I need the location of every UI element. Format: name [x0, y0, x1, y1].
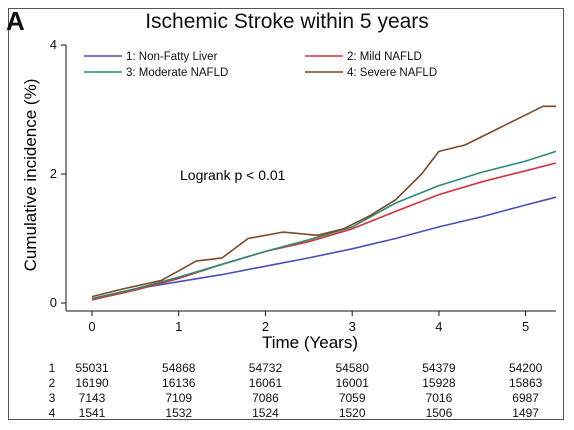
- risk-cell: 7109: [165, 391, 192, 405]
- risk-cell: 7059: [339, 391, 366, 405]
- risk-cell: 1497: [512, 406, 539, 420]
- risk-cell: 16001: [336, 376, 370, 390]
- risk-cell: 16061: [249, 376, 283, 390]
- x-tick-label: 2: [262, 319, 269, 334]
- risk-row-label: 4: [49, 406, 56, 420]
- risk-cell: 16190: [75, 376, 109, 390]
- series-line-4: [91, 105, 556, 298]
- risk-cell: 54868: [162, 361, 196, 375]
- risk-cell: 1524: [252, 406, 279, 420]
- risk-cell: 7016: [426, 391, 453, 405]
- risk-cell: 15928: [422, 376, 456, 390]
- risk-cell: 1506: [426, 406, 453, 420]
- risk-cell: 54379: [422, 361, 456, 375]
- legend-label-3: 3: Moderate NAFLD: [126, 67, 228, 79]
- risk-cell: 54732: [249, 361, 283, 375]
- chart-title: Ischemic Stroke within 5 years: [145, 10, 429, 33]
- risk-cell: 7086: [252, 391, 279, 405]
- risk-cell: 16136: [162, 376, 196, 390]
- series-line-1: [91, 196, 557, 301]
- risk-cell: 1520: [339, 406, 366, 420]
- x-tick-label: 4: [435, 319, 442, 334]
- y-tick-label: 2: [50, 166, 57, 181]
- series-line-3: [91, 150, 557, 300]
- x-axis-label: Time (Years): [262, 333, 358, 352]
- legend-label-2: 2: Mild NAFLD: [347, 51, 422, 63]
- risk-cell: 7143: [79, 391, 106, 405]
- risk-cell: 6987: [512, 391, 539, 405]
- figure-frame: [8, 8, 564, 420]
- risk-row-label: 2: [49, 376, 56, 390]
- risk-row-label: 1: [49, 361, 56, 375]
- risk-cell: 1532: [165, 406, 192, 420]
- logrank-annotation: Logrank p < 0.01: [180, 167, 286, 183]
- y-tick-label: 4: [50, 37, 57, 52]
- risk-cell: 54200: [509, 361, 543, 375]
- x-tick-label: 5: [522, 319, 529, 334]
- risk-row-label: 3: [49, 391, 56, 405]
- x-tick-label: 3: [349, 319, 356, 334]
- risk-cell: 55031: [75, 361, 109, 375]
- y-axis-label: Cumulative incidence (%): [21, 79, 40, 272]
- x-tick-label: 1: [175, 319, 182, 334]
- risk-cell: 15863: [509, 376, 543, 390]
- y-tick-label: 0: [50, 295, 57, 310]
- legend-label-1: 1: Non-Fatty Liver: [126, 51, 218, 63]
- risk-cell: 1541: [79, 406, 106, 420]
- risk-cell: 54580: [336, 361, 370, 375]
- series-line-2: [91, 162, 557, 301]
- x-tick-label: 0: [88, 319, 95, 334]
- legend-label-4: 4: Severe NAFLD: [347, 67, 437, 79]
- panel-letter: A: [6, 6, 25, 36]
